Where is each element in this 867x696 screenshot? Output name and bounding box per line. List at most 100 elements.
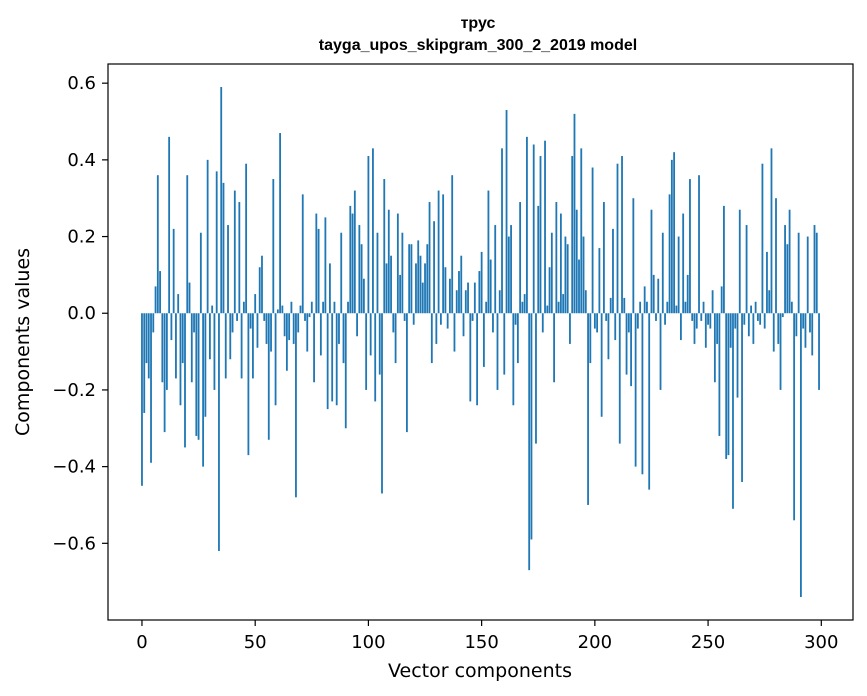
bar: [584, 290, 587, 314]
bar: [503, 313, 506, 375]
bar: [641, 313, 644, 475]
bar: [163, 313, 166, 433]
bar: [526, 136, 528, 314]
bar: [813, 225, 816, 314]
bar: [607, 313, 610, 360]
bar: [811, 313, 814, 356]
bar: [267, 313, 270, 440]
bar: [632, 198, 635, 314]
bar: [428, 202, 431, 314]
bar: [548, 267, 551, 314]
bar: [566, 244, 569, 314]
x-tick-label: 50: [244, 632, 267, 653]
bar: [329, 263, 331, 314]
bar: [680, 313, 682, 341]
bar: [415, 263, 417, 314]
bar: [349, 205, 352, 314]
bar: [507, 236, 510, 314]
bar: [421, 282, 424, 314]
bar: [376, 232, 379, 314]
bar: [218, 313, 220, 551]
bar: [727, 313, 730, 456]
bar: [439, 313, 442, 325]
bar: [711, 290, 714, 314]
bar: [367, 156, 370, 314]
bar: [197, 313, 200, 440]
bar: [650, 209, 653, 314]
bar: [190, 313, 193, 383]
bar: [215, 171, 218, 314]
bar: [362, 278, 365, 314]
bar: [304, 313, 306, 321]
bar: [242, 301, 245, 314]
bar: [254, 294, 257, 314]
bar: [736, 313, 739, 398]
bar: [691, 313, 694, 321]
bar: [670, 159, 673, 314]
bar: [247, 313, 250, 456]
bar: [777, 313, 780, 344]
bar: [168, 136, 171, 314]
bar: [478, 271, 481, 314]
bar: [340, 232, 343, 314]
bar: [612, 228, 614, 314]
bar: [555, 202, 558, 314]
bar: [815, 232, 818, 314]
bar: [152, 313, 155, 333]
bar: [618, 313, 621, 444]
x-tick-label: 250: [691, 632, 725, 653]
bar: [763, 313, 766, 329]
bar: [806, 236, 809, 314]
bar: [333, 301, 336, 314]
bar: [616, 163, 619, 314]
bar: [707, 313, 709, 325]
plot-area-frame: [107, 63, 854, 621]
bar: [571, 156, 574, 314]
bar: [145, 313, 148, 364]
bar: [408, 244, 411, 314]
bar: [186, 175, 189, 314]
bar: [752, 313, 755, 344]
bar: [657, 278, 660, 314]
bar: [154, 286, 157, 314]
bar: [272, 179, 275, 314]
bar: [252, 313, 254, 379]
bar: [283, 313, 286, 337]
x-axis-label: Vector components: [388, 660, 572, 682]
bar: [772, 313, 775, 352]
bar: [738, 209, 741, 314]
bar: [449, 278, 451, 314]
y-tick-label: −0.4: [52, 457, 96, 478]
bar: [383, 179, 386, 314]
bar: [593, 313, 596, 329]
bar: [646, 301, 648, 314]
bar: [655, 313, 657, 321]
bar: [569, 313, 571, 344]
bar: [564, 236, 567, 314]
y-tick-label: 0.6: [67, 73, 96, 94]
bar: [401, 232, 404, 314]
bar: [790, 301, 793, 314]
bar: [229, 313, 232, 360]
bar: [204, 313, 207, 417]
bar: [396, 213, 399, 314]
bar: [745, 225, 748, 314]
bar: [684, 301, 687, 314]
bar: [605, 313, 608, 321]
bar: [489, 259, 492, 314]
bar: [734, 313, 737, 329]
bar: [358, 225, 361, 314]
bar: [516, 313, 519, 364]
bar: [143, 313, 146, 413]
bar: [240, 313, 243, 379]
bar: [356, 313, 358, 337]
bar: [494, 225, 497, 314]
bar: [781, 313, 784, 318]
bar: [319, 313, 322, 356]
x-tick-label: 200: [578, 632, 612, 653]
bar: [206, 159, 209, 314]
x-tick-label: 100: [351, 632, 385, 653]
bar: [338, 313, 340, 344]
bar: [523, 294, 526, 314]
